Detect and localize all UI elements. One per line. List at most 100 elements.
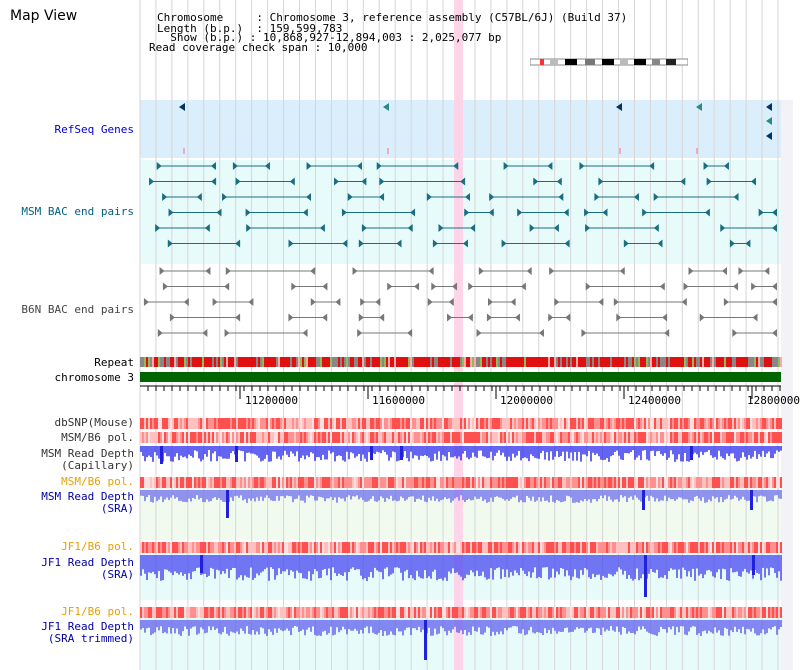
- polymorphism-cell: [486, 432, 488, 443]
- polymorphism-cell: [372, 477, 374, 488]
- polymorphism-cell: [668, 477, 670, 488]
- polymorphism-cell: [626, 477, 628, 488]
- track-label-repeat[interactable]: Repeat: [94, 356, 134, 369]
- depth-bar: [366, 555, 368, 581]
- bac-end-marker: [453, 162, 459, 170]
- bac-end-marker: [452, 282, 458, 291]
- polymorphism-cell: [200, 542, 202, 553]
- repeat-segment: [570, 357, 572, 367]
- polymorphism-cell: [164, 477, 166, 488]
- repeat-segment: [426, 357, 428, 367]
- depth-bar: [332, 490, 334, 501]
- polymorphism-cell: [562, 607, 564, 618]
- track-label-dbsnp[interactable]: dbSNP(Mouse): [54, 416, 134, 429]
- track-label-refseq-genes[interactable]: RefSeq Genes: [54, 123, 134, 136]
- depth-bar: [572, 446, 574, 461]
- track-label-jf1-b6-pol-2[interactable]: JF1/B6 pol.: [61, 605, 134, 618]
- repeat-segment: [550, 357, 552, 367]
- repeat-segment: [314, 357, 316, 367]
- depth-bar: [258, 446, 260, 458]
- depth-bar: [288, 446, 290, 458]
- depth-bar: [398, 620, 400, 632]
- repeat-segment: [388, 357, 390, 367]
- polymorphism-cell: [288, 477, 290, 488]
- track-label-msm-bac[interactable]: MSM BAC end pairs: [21, 205, 134, 218]
- track-label-jf1-depth-sra-1[interactable]: JF1 Read Depth: [41, 556, 134, 569]
- polymorphism-cell: [540, 477, 542, 488]
- depth-bar: [284, 555, 286, 572]
- bac-end-marker: [396, 239, 402, 248]
- repeat-segment: [468, 357, 470, 367]
- polymorphism-cell: [670, 607, 672, 618]
- track-label-msm-b6-pol-1[interactable]: MSM/B6 pol.: [61, 431, 134, 444]
- polymorphism-cell: [236, 432, 238, 443]
- track-label-msm-depth-capillary-1[interactable]: MSM Read Depth: [41, 447, 134, 460]
- repeat-segment: [728, 357, 730, 367]
- polymorphism-cell: [282, 418, 284, 429]
- repeat-segment: [482, 357, 484, 367]
- polymorphism-cell: [572, 477, 574, 488]
- depth-bar: [700, 620, 702, 636]
- depth-bar: [512, 446, 514, 454]
- depth-bar: [332, 446, 334, 453]
- depth-bar: [696, 490, 698, 496]
- depth-bar: [590, 490, 592, 503]
- repeat-segment: [602, 357, 604, 367]
- polymorphism-cell: [328, 607, 330, 618]
- depth-bar: [770, 446, 772, 459]
- polymorphism-cell: [646, 418, 648, 429]
- depth-bar: [728, 555, 730, 581]
- bac-end-marker: [357, 329, 363, 337]
- polymorphism-cell: [380, 542, 382, 553]
- depth-bar: [470, 446, 472, 458]
- polymorphism-cell: [646, 432, 648, 443]
- polymorphism-cell: [518, 432, 520, 443]
- track-label-jf1-depth-trim-1[interactable]: JF1 Read Depth: [41, 620, 134, 633]
- depth-bar: [472, 446, 474, 453]
- bac-end-marker: [347, 193, 353, 201]
- polymorphism-cell: [382, 607, 384, 618]
- chromosome-ideogram[interactable]: [529, 52, 689, 66]
- depth-bar: [744, 490, 746, 500]
- repeat-segment: [140, 357, 142, 367]
- polymorphism-cell: [568, 542, 570, 553]
- repeat-segment: [370, 357, 372, 367]
- depth-bar: [674, 490, 676, 501]
- repeat-segment: [280, 357, 282, 367]
- polymorphism-cell: [348, 477, 350, 488]
- track-label-msm-depth-sra-1[interactable]: MSM Read Depth: [41, 490, 134, 503]
- track-label-chromosome[interactable]: chromosome 3: [54, 371, 134, 384]
- repeat-segment: [518, 357, 520, 367]
- polymorphism-cell: [450, 542, 452, 553]
- polymorphism-cell: [440, 607, 442, 618]
- polymorphism-cell: [628, 542, 630, 553]
- depth-bar: [354, 620, 356, 629]
- depth-bar: [534, 555, 536, 568]
- depth-bar: [320, 620, 322, 636]
- depth-bar: [560, 620, 562, 633]
- depth-bar: [248, 620, 250, 634]
- depth-bar: [404, 620, 406, 631]
- depth-bar: [238, 446, 240, 451]
- polymorphism-cell: [448, 542, 450, 553]
- depth-bar: [234, 490, 236, 497]
- repeat-segment: [620, 357, 622, 367]
- track-label-b6n-bac[interactable]: B6N BAC end pairs: [21, 303, 134, 316]
- polymorphism-cell: [680, 477, 682, 488]
- track-label-msm-b6-pol-2[interactable]: MSM/B6 pol.: [61, 475, 134, 488]
- polymorphism-cell: [526, 542, 528, 553]
- depth-bar: [152, 446, 154, 462]
- depth-bar: [464, 490, 466, 503]
- repeat-segment: [736, 357, 738, 367]
- track-label-jf1-b6-pol-1[interactable]: JF1/B6 pol.: [61, 540, 134, 553]
- depth-bar: [318, 446, 320, 458]
- polymorphism-cell: [606, 542, 608, 553]
- depth-bar: [640, 620, 642, 630]
- bac-end-marker: [657, 239, 663, 248]
- depth-bar: [506, 620, 508, 631]
- depth-bar: [296, 620, 298, 627]
- polymorphism-cell: [454, 607, 456, 618]
- polymorphism-cell: [356, 477, 358, 488]
- repeat-segment: [708, 357, 710, 367]
